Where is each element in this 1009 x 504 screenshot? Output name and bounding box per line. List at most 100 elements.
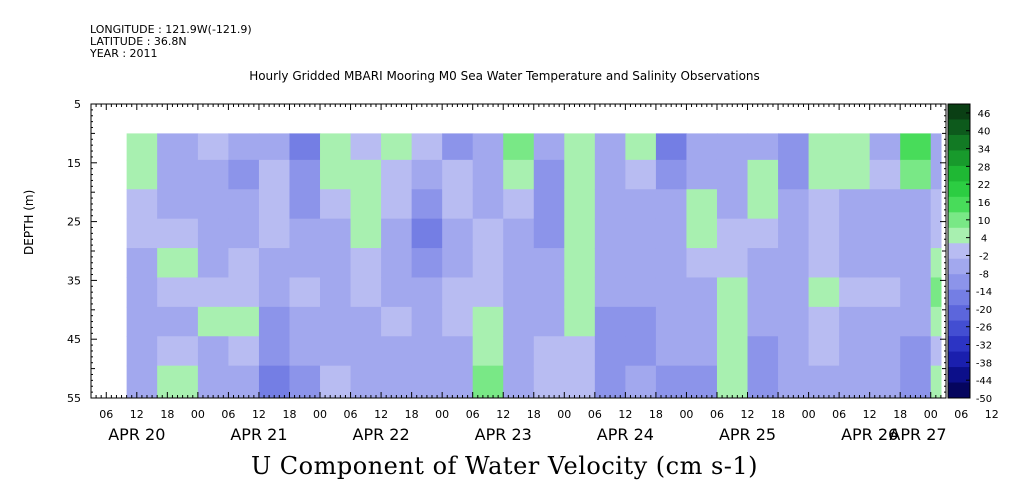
heatmap-cell (747, 336, 779, 367)
x-hour-label: 18 (527, 408, 541, 421)
colorbar-segment (948, 181, 970, 198)
colorbar-label: -14 (976, 287, 992, 298)
heatmap-cell (686, 248, 718, 279)
heatmap-cell (839, 277, 871, 308)
heatmap-cell (564, 365, 596, 398)
heatmap-cell (320, 159, 352, 190)
heatmap-cell (564, 133, 596, 161)
heatmap-cell (442, 336, 474, 367)
heatmap-cell (411, 218, 443, 249)
heatmap-cell (320, 365, 352, 398)
heatmap-cell (503, 365, 535, 398)
heatmap-cell (289, 133, 321, 161)
heatmap-cell (289, 189, 321, 220)
heatmap-cell (381, 159, 413, 190)
heatmap-cell (411, 277, 443, 308)
heatmap-cell (869, 365, 901, 398)
heatmap-cell (900, 336, 932, 367)
heatmap-cell (655, 133, 688, 161)
heatmap-cell (930, 189, 942, 220)
colorbar-segment (948, 367, 970, 384)
heatmap-cell (472, 218, 504, 249)
heatmap-cell (686, 277, 718, 308)
x-hour-label: 00 (924, 408, 938, 421)
heatmap-cell (126, 277, 158, 308)
heatmap-cell (289, 248, 321, 279)
heatmap-cell (197, 133, 230, 161)
x-hour-label: 12 (985, 408, 999, 421)
heatmap-cell (564, 159, 596, 190)
heatmap-cell (533, 277, 565, 308)
x-hour-label: 00 (191, 408, 205, 421)
heatmap-cell (381, 248, 413, 279)
heatmap-cell (839, 248, 871, 279)
colorbar-label: 22 (978, 180, 991, 191)
heatmap-cell (228, 248, 260, 279)
x-hour-label: 12 (496, 408, 510, 421)
main-title: U Component of Water Velocity (cm s-1) (250, 452, 759, 480)
colorbar-segment (948, 305, 970, 322)
heatmap-cell (625, 336, 657, 367)
heatmap-cell (381, 336, 413, 367)
heatmap-cell (472, 189, 504, 220)
y-tick-label: 45 (67, 333, 81, 346)
x-day-label: APR 24 (597, 425, 654, 444)
heatmap-cell (442, 218, 474, 249)
heatmap-cell (778, 159, 810, 190)
heatmap-cell (747, 277, 779, 308)
x-hour-label: 06 (832, 408, 846, 421)
heatmap-cell (869, 189, 901, 220)
heatmap-cell (157, 159, 199, 190)
heatmap-cell (197, 248, 230, 279)
heatmap-cell (655, 218, 688, 249)
x-hour-label: 12 (130, 408, 144, 421)
heatmap-cell (503, 336, 535, 367)
x-day-label: APR 23 (475, 425, 532, 444)
heatmap-cell (533, 133, 565, 161)
heatmap-cell (381, 133, 413, 161)
heatmap-cell (716, 133, 749, 161)
x-day-label: APR 26 (841, 425, 898, 444)
heatmap-cell (747, 248, 779, 279)
colorbar-label: -32 (976, 341, 992, 352)
heatmap-cell (716, 159, 749, 190)
heatmap-cell (503, 306, 535, 337)
heatmap-cell (258, 133, 291, 161)
heatmap-cell (157, 365, 199, 398)
heatmap-cell (594, 365, 626, 398)
heatmap-cell (381, 218, 413, 249)
heatmap-cell (126, 133, 158, 161)
heatmap-cell (411, 336, 443, 367)
heatmap-cell (625, 306, 657, 337)
heatmap-cell (655, 159, 688, 190)
heatmap-cell (900, 218, 932, 249)
heatmap-cell (839, 336, 871, 367)
heatmap-cell (564, 189, 596, 220)
colorbar-label: -44 (976, 376, 992, 387)
colorbar-segment (948, 104, 970, 120)
heatmap-cell (126, 159, 158, 190)
heatmap-cell (747, 133, 779, 161)
heatmap-cell (564, 306, 596, 337)
heatmap-cell (869, 159, 901, 190)
heatmap-cell (381, 306, 413, 337)
heatmap-cell (808, 365, 840, 398)
colorbar-segment (948, 336, 970, 353)
heatmap-cell (503, 218, 535, 249)
heatmap-cell (228, 306, 260, 337)
x-hour-label: 06 (588, 408, 602, 421)
heatmap-cell (320, 248, 352, 279)
heatmap-cell (197, 365, 230, 398)
x-hour-label: 00 (313, 408, 327, 421)
heatmap-cell (126, 218, 158, 249)
heatmap-cell (350, 248, 382, 279)
x-day-label: APR 21 (230, 425, 287, 444)
x-hour-label: 06 (99, 408, 113, 421)
heatmap-cell (625, 248, 657, 279)
heatmap-cell (930, 133, 942, 161)
heatmap-cell (716, 218, 749, 249)
heatmap-cell (258, 365, 291, 398)
heatmap-cell (350, 365, 382, 398)
heatmap-cell (900, 277, 932, 308)
colorbar-segment (948, 274, 970, 291)
